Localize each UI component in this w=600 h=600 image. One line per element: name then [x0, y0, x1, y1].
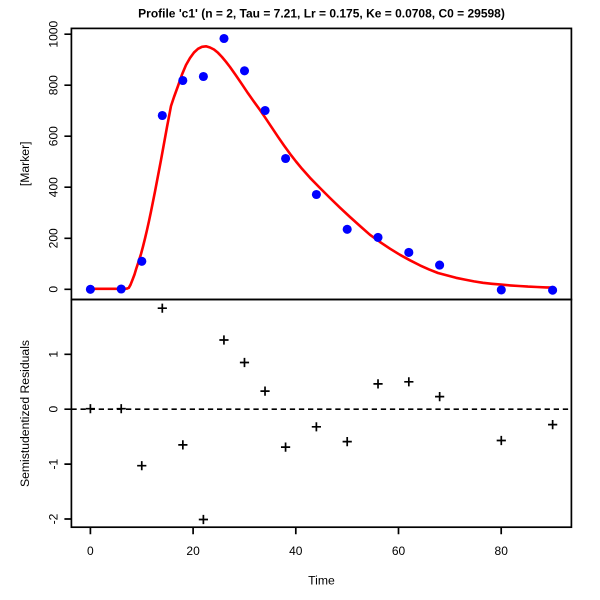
svg-text:[Marker]: [Marker] — [18, 141, 32, 186]
svg-text:0: 0 — [46, 406, 60, 413]
svg-text:40: 40 — [289, 544, 303, 558]
svg-text:-1: -1 — [46, 458, 60, 469]
svg-text:-2: -2 — [46, 513, 60, 524]
svg-text:Time: Time — [308, 574, 335, 588]
svg-text:80: 80 — [495, 544, 509, 558]
svg-text:0: 0 — [87, 544, 94, 558]
svg-text:Semistudentized Residuals: Semistudentized Residuals — [18, 340, 32, 487]
svg-text:Profile 'c1' (n = 2, Tau = 7.2: Profile 'c1' (n = 2, Tau = 7.21, Lr = 0.… — [138, 7, 505, 21]
svg-text:1: 1 — [46, 351, 60, 358]
svg-text:20: 20 — [186, 544, 200, 558]
svg-text:0: 0 — [46, 286, 60, 293]
svg-text:200: 200 — [46, 228, 60, 248]
svg-text:1000: 1000 — [46, 21, 60, 48]
svg-text:600: 600 — [46, 126, 60, 146]
svg-text:60: 60 — [392, 544, 406, 558]
svg-text:800: 800 — [46, 75, 60, 95]
svg-text:400: 400 — [46, 177, 60, 197]
